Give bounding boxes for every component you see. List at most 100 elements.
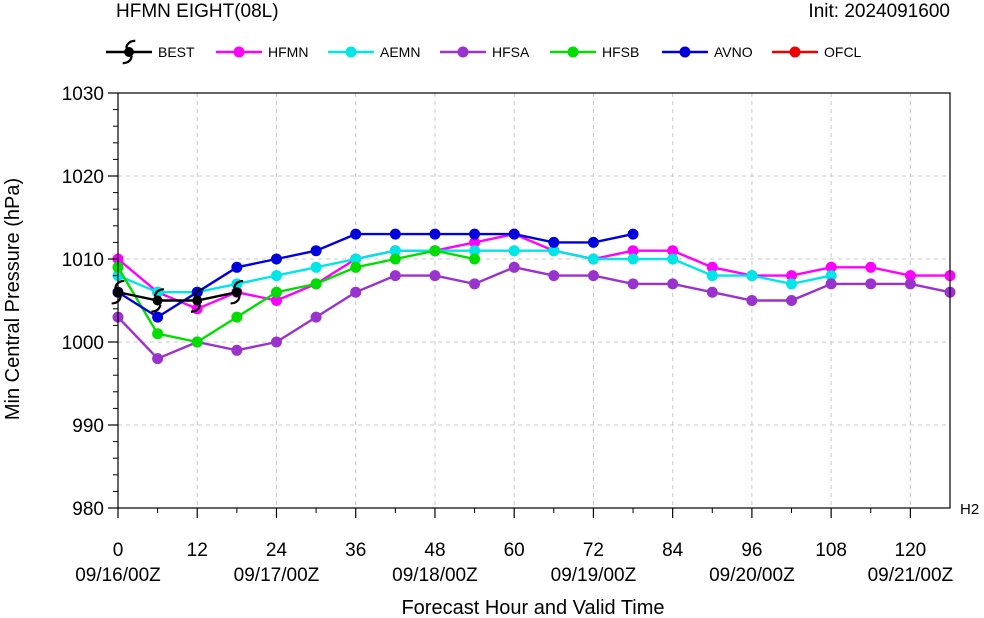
legend-marker: [457, 46, 469, 58]
point-avno-24: [270, 253, 282, 265]
best-point-18: [230, 279, 244, 305]
legend-hurricane-icon: [122, 39, 136, 65]
hurricane-arm-top: [125, 39, 136, 49]
point-hfmn-78: [627, 245, 639, 257]
date-label-24: 09/17/00Z: [234, 565, 320, 586]
plot-frame: [117, 92, 951, 509]
point-avno-36: [350, 228, 362, 240]
date-label-0: 09/16/00Z: [75, 565, 161, 586]
legend-item-hfmn: HFMN: [216, 44, 308, 60]
legend-item-hfsb: HFSB: [550, 44, 639, 60]
series-layer: [111, 228, 956, 365]
point-aemn-78: [627, 253, 639, 265]
point-hfmn-108: [825, 261, 837, 273]
x-tick-label-12: 12: [187, 540, 208, 561]
date-label-48: 09/18/00Z: [392, 565, 478, 586]
point-hfsa-102: [786, 295, 798, 306]
x-tick-label-84: 84: [662, 540, 684, 561]
point-hfsb-48: [429, 245, 441, 257]
point-hfmn-90: [706, 261, 718, 273]
point-avno-66: [548, 236, 560, 248]
legend-label: BEST: [158, 44, 195, 60]
hurricane-arm-top: [153, 288, 165, 297]
legend-item-hfsa: HFSA: [440, 44, 530, 60]
point-hfmn-114: [865, 261, 877, 273]
point-hfsb-18: [231, 311, 243, 323]
hurricane-arm-bottom: [122, 55, 133, 65]
legend-marker: [567, 46, 579, 58]
point-hfsb-12: [191, 336, 203, 348]
chart-title: HFMN EIGHT(08L): [116, 1, 279, 22]
x-tick-label-72: 72: [583, 540, 604, 561]
corner-label: H2: [960, 501, 979, 518]
point-hfsa-30: [310, 311, 322, 323]
point-hfsa-54: [469, 278, 481, 290]
y-tick-label-1030: 1030: [62, 84, 104, 105]
point-aemn-54: [469, 245, 481, 257]
init-time-label: Init: 2024091600: [808, 1, 950, 22]
point-hfsb-6: [152, 328, 164, 340]
point-aemn-66: [548, 245, 560, 257]
point-hfsa-120: [904, 278, 916, 290]
point-hfsa-24: [270, 336, 282, 348]
point-hfsa-6: [152, 353, 164, 365]
hurricane-eye: [192, 295, 203, 306]
y-axis-label: Min Central Pressure (hPa): [2, 178, 24, 420]
point-hfsa-48: [429, 270, 441, 282]
x-tick-label-48: 48: [424, 540, 445, 561]
y-tick-label-1000: 1000: [62, 333, 104, 354]
legend-label: AEMN: [380, 44, 420, 60]
point-aemn-36: [350, 253, 362, 265]
legend-label: HFSA: [492, 44, 530, 60]
point-hfsa-114: [865, 278, 877, 290]
legend-marker: [679, 46, 691, 58]
point-hfmn-102: [786, 270, 798, 282]
point-hfmn-24: [270, 295, 282, 306]
point-aemn-108: [825, 270, 837, 282]
legend: BEST HFMN AEMN HFSA HFSB AVNO OFCL: [106, 39, 862, 65]
y-tick-label-990: 990: [72, 416, 104, 437]
point-hfsb-54: [469, 253, 481, 265]
hurricane-arm-bottom: [190, 304, 202, 313]
series-avno: [112, 228, 639, 323]
x-tick-label-24: 24: [266, 540, 288, 561]
x-tick-label-60: 60: [504, 540, 525, 561]
hurricane-arm-bottom: [151, 304, 162, 313]
point-aemn-96: [746, 270, 758, 282]
legend-label: OFCL: [824, 44, 862, 60]
point-hfsa-36: [350, 286, 362, 298]
y-tick-label-1020: 1020: [62, 167, 104, 188]
point-avno-30: [310, 245, 322, 257]
point-hfsb-36: [350, 261, 362, 273]
point-avno-54: [469, 228, 481, 240]
x-tick-label-96: 96: [741, 540, 762, 561]
x-tick-label-0: 0: [113, 540, 124, 561]
best-point-6: [151, 288, 165, 313]
legend-label: HFSB: [602, 44, 639, 60]
date-label-120: 09/21/00Z: [868, 565, 954, 586]
point-hfsa-66: [548, 270, 560, 282]
point-avno-60: [508, 228, 520, 240]
point-hfsa-90: [706, 286, 718, 298]
point-hfsa-42: [389, 270, 401, 282]
legend-label: HFMN: [268, 44, 308, 60]
best-point-12: [190, 288, 204, 313]
point-hfsb-42: [389, 253, 401, 265]
date-label-96: 09/20/00Z: [709, 565, 795, 586]
legend-marker: [233, 46, 245, 58]
point-hfsa-78: [627, 278, 639, 290]
point-hfsb-30: [310, 278, 322, 290]
point-hfsa-60: [508, 261, 520, 273]
series-line-hfmn: [117, 232, 950, 311]
point-avno-6: [152, 311, 164, 323]
legend-marker: [345, 46, 357, 58]
hurricane-eye: [231, 287, 242, 298]
point-hfsa-96: [746, 295, 758, 306]
point-aemn-90: [706, 270, 718, 282]
date-label-72: 09/19/00Z: [551, 565, 637, 586]
series-best: [111, 279, 244, 313]
x-tick-label-108: 108: [815, 540, 847, 561]
legend-marker: [789, 46, 801, 58]
point-aemn-60: [508, 245, 520, 257]
